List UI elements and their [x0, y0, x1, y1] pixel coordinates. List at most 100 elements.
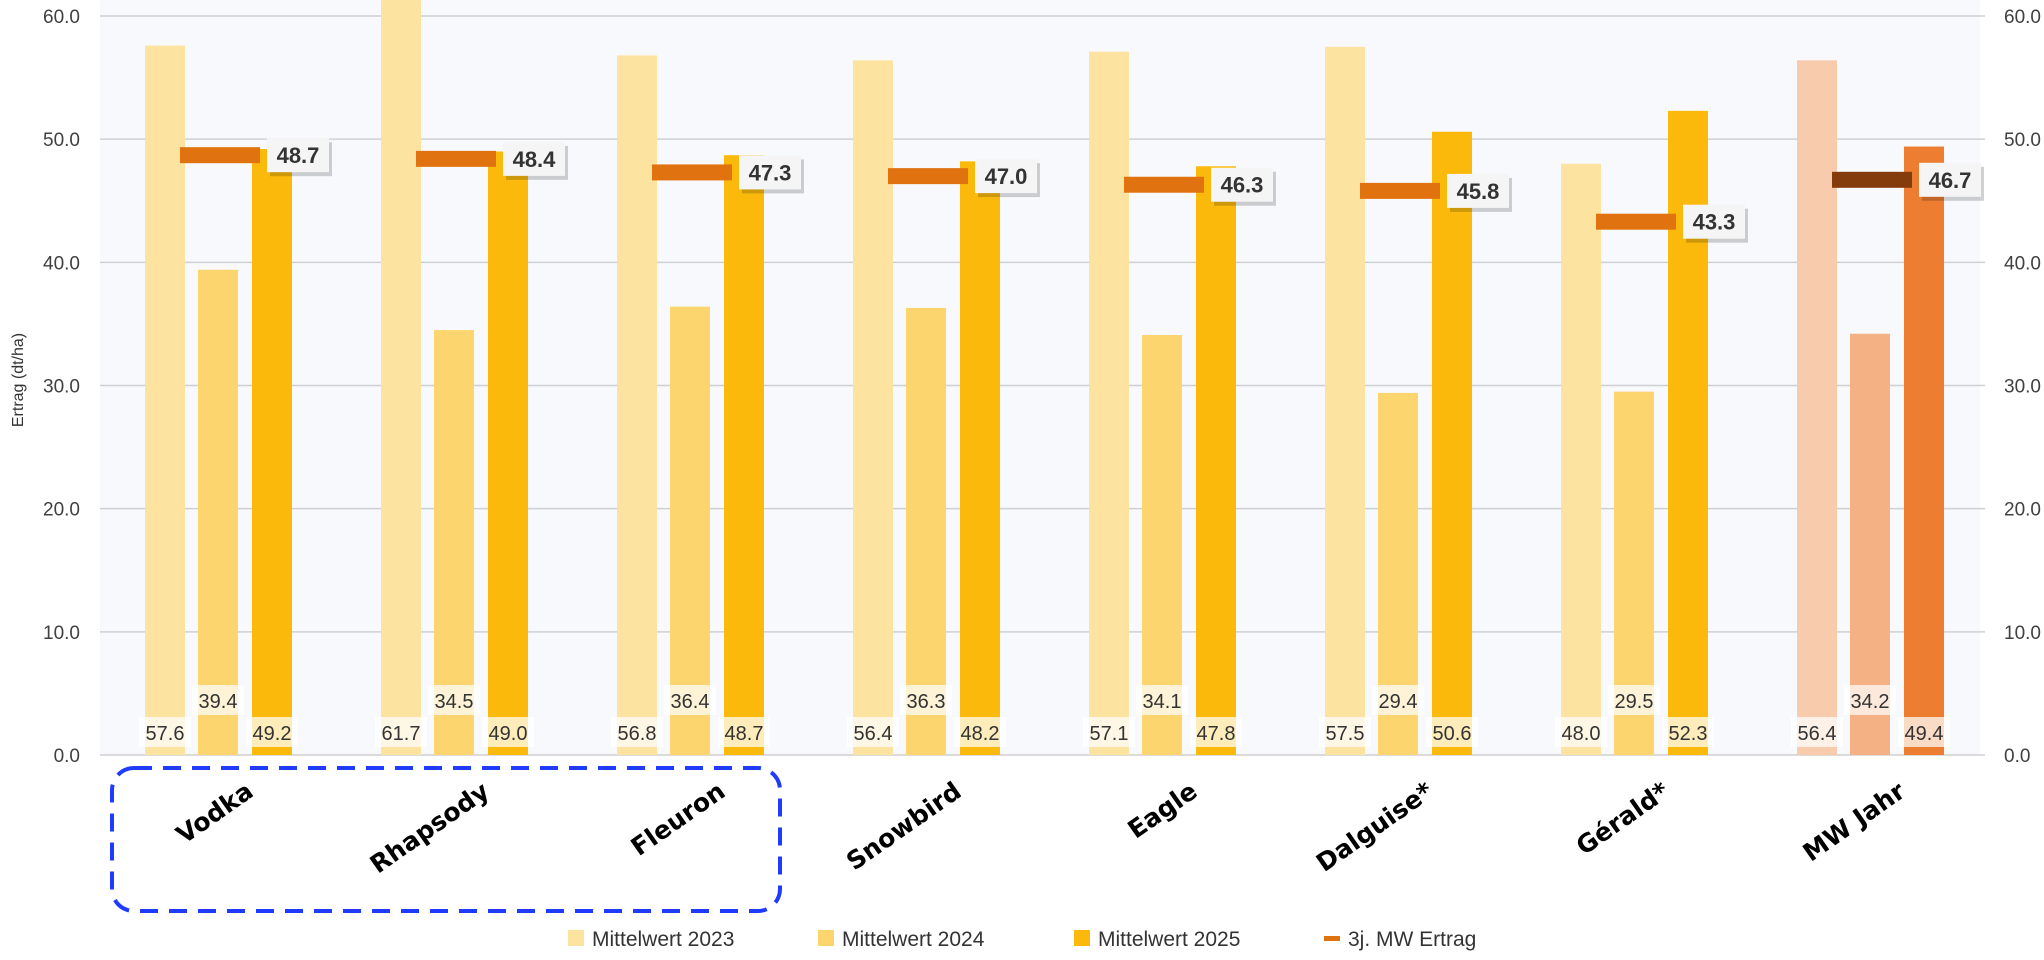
value-label-bg — [1608, 685, 1660, 715]
value-label: 52.3 — [1669, 723, 1708, 745]
legend-swatch — [1074, 930, 1090, 946]
average-marker — [1360, 182, 1440, 199]
average-label-bg — [503, 141, 565, 176]
value-label: 56.8 — [618, 723, 657, 745]
average-label: 47.3 — [749, 160, 792, 185]
legend-label: Mittelwert 2025 — [1098, 928, 1240, 951]
average-marker — [1596, 213, 1676, 230]
bar-1 — [853, 60, 893, 755]
y-tick-label-right: 50.0 — [2004, 130, 2041, 151]
value-label: 56.4 — [1798, 723, 1837, 745]
average-label-bg — [739, 155, 801, 190]
y-tick-label-right: 40.0 — [2004, 253, 2041, 274]
value-label: 29.5 — [1615, 691, 1654, 713]
value-label: 34.5 — [435, 691, 474, 713]
category-labels: Vodka Rhapsody Fleuron Snowbird Eagle Dalguis… — [171, 776, 1911, 879]
value-label-bg — [1083, 717, 1135, 747]
average-label: 48.7 — [277, 143, 320, 168]
average-label: 45.8 — [1457, 179, 1500, 204]
value-label-bg — [1319, 717, 1371, 747]
average-marker — [652, 164, 732, 181]
category-label: MW Jahr — [1798, 776, 1911, 868]
category-label: Eagle — [1122, 776, 1202, 844]
secondary-y-axis-ticks: 0.0 10.0 20.0 30.0 40.0 50.0 60.0 — [2004, 7, 2041, 767]
bar-3 — [1432, 131, 1472, 755]
value-label: 48.7 — [725, 723, 764, 745]
bar-2 — [1850, 333, 1890, 755]
value-label-bg — [1136, 685, 1188, 715]
bar-2 — [198, 269, 238, 755]
value-label-bg — [375, 717, 427, 747]
bar-3 — [252, 149, 292, 755]
value-label-bg — [611, 717, 663, 747]
y-tick-label-right: 0.0 — [2004, 746, 2030, 767]
value-label-bg — [1844, 685, 1896, 715]
value-label-bg — [428, 685, 480, 715]
value-label-bg — [1791, 717, 1843, 747]
value-label-bg — [246, 717, 298, 747]
bar-1 — [381, 0, 421, 755]
value-label-bg — [954, 717, 1006, 747]
bar-1 — [1561, 163, 1601, 756]
value-label: 49.2 — [253, 723, 292, 745]
bar-2 — [906, 307, 946, 755]
average-label-bg — [975, 159, 1037, 194]
value-label-bg — [139, 717, 191, 747]
average-marker — [888, 168, 968, 185]
value-label-bg — [192, 685, 244, 715]
y-tick-label: 10.0 — [43, 623, 80, 644]
legend: Mittelwert 2023 Mittelwert 2024 Mittelwert… — [568, 928, 1476, 951]
average-marker — [1832, 171, 1912, 188]
average-label: 46.3 — [1221, 173, 1264, 198]
value-label-bg — [1190, 717, 1242, 747]
average-label: 43.3 — [1693, 210, 1736, 235]
highlight-box — [110, 766, 782, 913]
value-label: 56.4 — [854, 723, 893, 745]
value-label-bg — [1662, 717, 1714, 747]
y-tick-label-right: 30.0 — [2004, 377, 2041, 398]
y-tick-label-right: 20.0 — [2004, 500, 2041, 521]
bar-3 — [724, 155, 764, 755]
category-label: Vodka — [171, 776, 259, 849]
legend-swatch — [818, 930, 834, 946]
average-marker — [180, 147, 260, 164]
value-label: 34.1 — [1143, 691, 1182, 713]
value-label: 48.2 — [961, 723, 1000, 745]
legend-label: Mittelwert 2024 — [842, 928, 985, 951]
y-tick-label: 20.0 — [43, 500, 80, 521]
average-marker — [1124, 176, 1204, 193]
value-label: 61.7 — [382, 723, 421, 745]
average-label-bg — [1919, 162, 1981, 197]
bar-1 — [1089, 51, 1129, 756]
bar-1 — [1325, 46, 1365, 755]
average-label: 48.4 — [513, 147, 557, 172]
y-tick-label-right: 10.0 — [2004, 623, 2041, 644]
bar-3 — [1196, 166, 1236, 756]
value-label: 49.0 — [489, 723, 528, 745]
y-tick-label: 0.0 — [54, 746, 80, 767]
y-tick-label-right: 60.0 — [2004, 7, 2041, 28]
category-label: Snowbird — [841, 776, 966, 876]
bar-2 — [434, 330, 474, 755]
category-label: Rhapsody — [365, 776, 495, 879]
value-label: 48.0 — [1562, 723, 1601, 745]
value-label-bg — [718, 717, 770, 747]
average-label-bg — [1683, 204, 1745, 239]
value-label-bg — [1555, 717, 1607, 747]
average-markers: 48.7 48.4 47.3 47.0 46.3 45.8 43.3 46.7 — [180, 138, 1984, 243]
value-label: 57.6 — [146, 723, 185, 745]
legend-label: 3j. MW Ertrag — [1348, 928, 1476, 951]
y-tick-label: 60.0 — [43, 7, 80, 28]
legend-label: Mittelwert 2023 — [592, 928, 734, 951]
value-label-bg — [664, 685, 716, 715]
bar-value-labels: 57.6 39.4 49.2 61.7 34.5 49.0 56.8 36.4 48.7 56.4… — [139, 685, 1950, 747]
value-label-bg — [482, 717, 534, 747]
y-tick-label: 30.0 — [43, 377, 80, 398]
average-label-bg — [1211, 167, 1273, 202]
value-label: 49.4 — [1905, 723, 1944, 745]
bar-3 — [488, 151, 528, 755]
bar-3 — [1904, 146, 1944, 756]
average-label-bg — [1447, 173, 1509, 208]
category-label: Dalguise* — [1311, 776, 1439, 877]
